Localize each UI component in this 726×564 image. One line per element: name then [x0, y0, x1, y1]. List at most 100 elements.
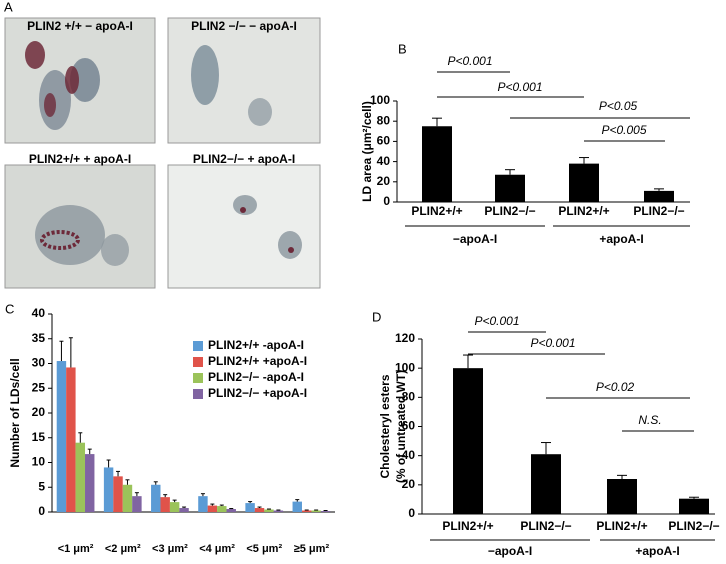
- y-tick-label: 0: [383, 194, 390, 208]
- y-tick-label: 40: [377, 154, 391, 168]
- y-tick-label: 60: [402, 419, 416, 433]
- image-frame: [167, 17, 321, 144]
- y-tick-label: 120: [395, 331, 415, 345]
- y-axis-label: Number of LDs/cell: [8, 358, 22, 467]
- legend-swatch: [193, 373, 203, 383]
- x-tick-label: PLIN2−/−: [633, 204, 684, 218]
- y-tick-label: 40: [32, 306, 46, 320]
- bar: [254, 508, 265, 512]
- group-label: +apoA-I: [635, 544, 679, 558]
- lipid-droplets: [25, 41, 45, 69]
- bar: [75, 442, 86, 512]
- bar: [531, 454, 561, 514]
- bar: [644, 190, 674, 202]
- group-label: −apoA-I: [488, 544, 532, 558]
- x-tick-label: PLIN2+/+: [558, 204, 609, 218]
- image-caption: PLIN2+/+ + apoA-I: [29, 152, 131, 166]
- cell: [278, 231, 302, 259]
- x-tick-label: PLIN2−/−: [668, 519, 719, 533]
- legend-swatch: [193, 357, 203, 367]
- group-label: −apoA-I: [453, 232, 497, 246]
- bar: [132, 496, 142, 512]
- significance-label: N.S.: [638, 413, 661, 427]
- legend-label: PLIN2+/+ -apoA-I: [208, 338, 304, 352]
- significance-label: P<0.001: [447, 54, 492, 68]
- x-tick-label: PLIN2+/+: [442, 519, 493, 533]
- y-axis-label: Cholesteryl esters: [378, 374, 392, 478]
- bar: [122, 484, 133, 512]
- legend-label: PLIN2+/+ +apoA-I: [208, 354, 307, 368]
- y-tick-label: 20: [377, 174, 391, 188]
- panel-label: C: [5, 301, 14, 316]
- bar: [198, 496, 208, 512]
- bar: [160, 497, 170, 512]
- x-tick-label: <5 μm²: [246, 543, 282, 555]
- lipid-droplets: [40, 230, 80, 250]
- bar: [569, 163, 599, 202]
- y-tick-label: 0: [38, 504, 45, 518]
- legend-label: PLIN2−/− -apoA-I: [208, 370, 304, 384]
- bar: [245, 503, 255, 512]
- y-tick-label: 60: [377, 134, 391, 148]
- panel-a: A PLIN2 +/+ − apoA-I PLIN2 −/− − apoA-I …: [4, 0, 321, 289]
- cell: [233, 195, 257, 215]
- bar: [85, 454, 95, 512]
- bar: [169, 502, 180, 512]
- x-tick-label: PLIN2+/+: [596, 519, 647, 533]
- bar: [103, 467, 114, 512]
- y-tick-label: 30: [32, 356, 46, 370]
- x-tick-label: PLIN2−/−: [484, 204, 535, 218]
- panel-label: D: [372, 309, 381, 324]
- y-tick-label: 20: [402, 477, 416, 491]
- legend-swatch: [193, 389, 203, 399]
- bar: [273, 510, 284, 512]
- y-tick-label: 0: [408, 506, 415, 520]
- significance-label: P<0.05: [599, 99, 638, 113]
- image-frame: [167, 164, 321, 289]
- bar: [207, 505, 218, 512]
- significance-label: P<0.001: [474, 314, 519, 328]
- bar: [320, 511, 331, 512]
- group-label: +apoA-I: [599, 232, 643, 246]
- significance-label: P<0.005: [601, 123, 646, 137]
- bar: [226, 509, 236, 512]
- bar: [607, 479, 637, 514]
- legend-swatch: [193, 341, 203, 351]
- y-tick-label: 35: [32, 331, 46, 345]
- cell: [191, 45, 219, 105]
- x-tick-label: <1 μm²: [58, 543, 94, 555]
- cell: [101, 234, 129, 266]
- bar: [301, 510, 312, 512]
- micrograph: PLIN2 −/− − apoA-I: [167, 17, 321, 144]
- y-axis-label: (% of untreated WT): [394, 370, 408, 483]
- x-tick-label: ≥5 μm²: [294, 543, 330, 555]
- bar: [113, 476, 123, 512]
- y-axis-label: LD area (μm²/cell): [360, 101, 374, 202]
- image-caption: PLIN2−/− + apoA-I: [193, 152, 295, 166]
- image-caption: PLIN2 +/+ − apoA-I: [27, 19, 133, 33]
- x-tick-label: <3 μm²: [152, 543, 188, 555]
- bar: [56, 361, 67, 512]
- bar: [453, 368, 483, 514]
- y-tick-label: 15: [32, 430, 46, 444]
- bar: [311, 510, 321, 512]
- y-tick-label: 100: [395, 360, 415, 374]
- y-tick-label: 20: [32, 405, 46, 419]
- x-tick-label: <2 μm²: [105, 543, 141, 555]
- cell: [70, 58, 100, 102]
- micrograph: PLIN2−/− + apoA-I: [167, 152, 321, 289]
- bar: [495, 174, 525, 202]
- significance-label: P<0.02: [596, 380, 635, 394]
- significance-label: P<0.001: [530, 336, 575, 350]
- bar: [264, 509, 274, 512]
- y-tick-label: 10: [32, 455, 46, 469]
- legend-label: PLIN2−/− +apoA-I: [208, 386, 307, 400]
- y-tick-label: 5: [38, 479, 45, 493]
- bar: [217, 506, 227, 512]
- bar: [292, 501, 302, 512]
- y-tick-label: 25: [32, 380, 46, 394]
- x-tick-label: <4 μm²: [199, 543, 235, 555]
- lipid-droplets: [44, 93, 56, 117]
- y-tick-label: 80: [402, 390, 416, 404]
